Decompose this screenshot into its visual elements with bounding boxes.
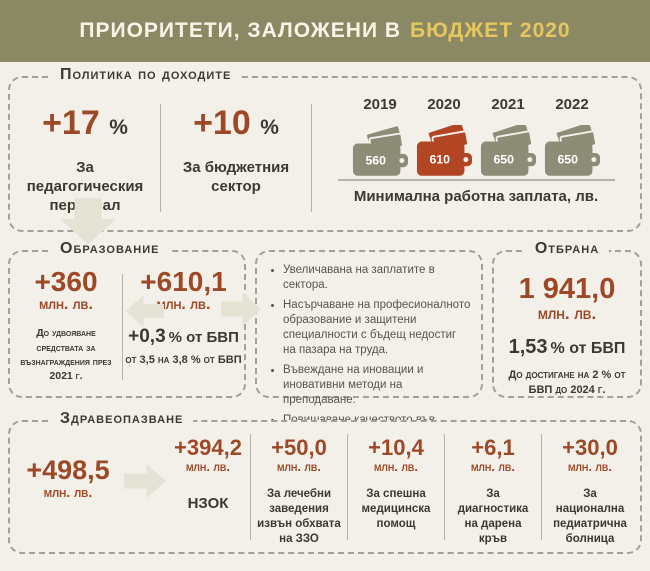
stat-unit: млн. лв. [43,484,93,501]
stat-caption: До удвояване средствата за възнаграждени… [20,327,112,382]
arrow-right-icon [124,464,166,498]
svg-text:560: 560 [365,153,386,167]
year-label: 2019 [363,96,397,113]
stat-value: +394,2 [174,435,242,460]
stat-value: +6,1 [471,435,515,460]
stat-unit: млн. лв. [277,459,321,475]
education-measure-item: Насърчаване на професионалното образован… [283,298,471,359]
education-measure-item: Въвеждане на иновации и иновативни метод… [283,363,471,409]
stat-caption: За лечебни заведения извън обхвата на ЗЗ… [257,488,341,545]
divider [160,104,161,212]
stat-value: +17 % [42,104,128,142]
stat-blood-diagnostics: +6,1 млн. лв. За диагностика на дарена к… [445,422,541,552]
stat-budget-sector: +10 % За бюджетния сектор [161,78,311,230]
section-title-education: Образование [50,240,170,258]
divider [122,274,123,380]
wallet-icon-2019: 560 [352,125,409,179]
divider [541,434,542,540]
stat-unit: млн. лв. [156,296,211,314]
svg-text:610: 610 [429,152,450,166]
section-title-defense: Отбрана [524,240,610,258]
stat-unit: млн. лв. [186,459,230,475]
svg-text:650: 650 [557,152,578,166]
education-measures-list: Увеличавана на заплатите в сектора. Насъ… [263,263,471,443]
section-title-income: Политика по доходите [50,66,242,84]
stat-emergency-care: +10,4 млн. лв. За спешна медицинска помо… [348,422,444,552]
stat-pediatric-hospital: +30,0 млн. лв. За национална педиатрична… [542,422,638,552]
stat-caption: За педагогическия персонал [26,159,144,214]
stat-unit: млн. лв. [39,296,93,314]
stat-value: 1 941,0 [518,273,616,305]
stat-caption: До достигане на 2 % от БВП до 2024 г. [508,369,626,397]
stat-value: +610,1 [140,266,227,297]
stat-education-salaries: +360 млн. лв. До удвояване средствата за… [10,252,122,396]
stat-unit: млн. лв. [374,459,418,475]
section-income-policy: Политика по доходите +17 % За педагогиче… [8,66,642,244]
wallet-icon-2022: 650 [544,125,601,179]
section-defense: Отбрана 1 941,0 млн. лв. 1,53% от БВП До… [492,240,642,398]
stat-pedagogical-staff: +17 % За педагогическия персонал [10,78,160,230]
stat-value: +360 [34,266,98,297]
section-education: Образование +360 млн. лв. До удвояване с… [8,240,246,398]
gdp-share: +0,3% от БВП [128,326,239,348]
divider [347,434,348,540]
stat-healthcare-total: +498,5 млн. лв. [12,422,124,552]
page-title: ПРИОРИТЕТИ, ЗАЛОЖЕНИ В [79,19,402,42]
svg-text:650: 650 [493,152,514,166]
stat-unit: млн. лв. [568,459,612,475]
stat-value: +50,0 [271,435,327,460]
stat-caption: За национална педиатрична болница [553,488,627,545]
min-wage-wallets: 560 610 [337,125,615,181]
header-bar: ПРИОРИТЕТИ, ЗАЛОЖЕНИ В БЮДЖЕТ 2020 [0,0,650,62]
divider [311,104,312,212]
section-healthcare: Здравеопазване +498,5 млн. лв. +394,2 мл… [8,410,642,554]
divider [250,434,251,540]
stat-value: +10 % [193,104,279,142]
min-wage-years: 2019 2020 2021 2022 [352,96,601,113]
year-label: 2022 [555,96,589,113]
stat-caption: За диагностика на дарена кръв [457,488,529,545]
year-label: 2020 [427,96,461,113]
section-title-healthcare: Здравеопазване [50,410,194,428]
page-title-highlight: БЮДЖЕТ 2020 [410,19,571,42]
min-wage-caption: Минимална работна заплата, лв. [353,188,599,205]
min-wage-chart: 2019 2020 2021 2022 560 [312,78,640,230]
stat-caption: НЗОК [187,495,229,513]
stat-caption: За спешна медицинска помощ [361,488,431,530]
stat-value: +30,0 [562,435,618,460]
stat-value: +498,5 [26,455,110,485]
education-measure-item: Увеличавана на заплатите в сектора. [283,263,471,294]
income-columns: +17 % За педагогическия персонал +10 % З… [10,78,640,230]
stat-unit: млн. лв. [471,459,515,475]
year-label: 2021 [491,96,525,113]
stat-nzok: +394,2 млн. лв. НЗОК [166,422,250,552]
stat-unit: млн. лв. [537,304,597,324]
stat-medical-facilities: +50,0 млн. лв. За лечебни заведения извъ… [251,422,347,552]
divider [444,434,445,540]
stat-education-total: +610,1 млн. лв. +0,3% от БВП от 3,5 на 3… [123,252,244,396]
gdp-note: от 3,5 на 3,8 % от БВП [125,354,242,367]
infographic-root: ПРИОРИТЕТИ, ЗАЛОЖЕНИ В БЮДЖЕТ 2020 Полит… [0,0,650,554]
wallet-icon-2021: 650 [480,125,537,179]
wallet-icon-2020: 610 [416,125,473,179]
education-measures: Увеличавана на заплатите в сектора. Насъ… [255,250,483,441]
stat-value: +10,4 [368,435,424,460]
stat-caption: За бюджетния сектор [182,159,290,195]
gdp-share: 1,53% от БВП [508,336,626,359]
middle-row: Образование +360 млн. лв. До удвояване с… [8,240,642,441]
